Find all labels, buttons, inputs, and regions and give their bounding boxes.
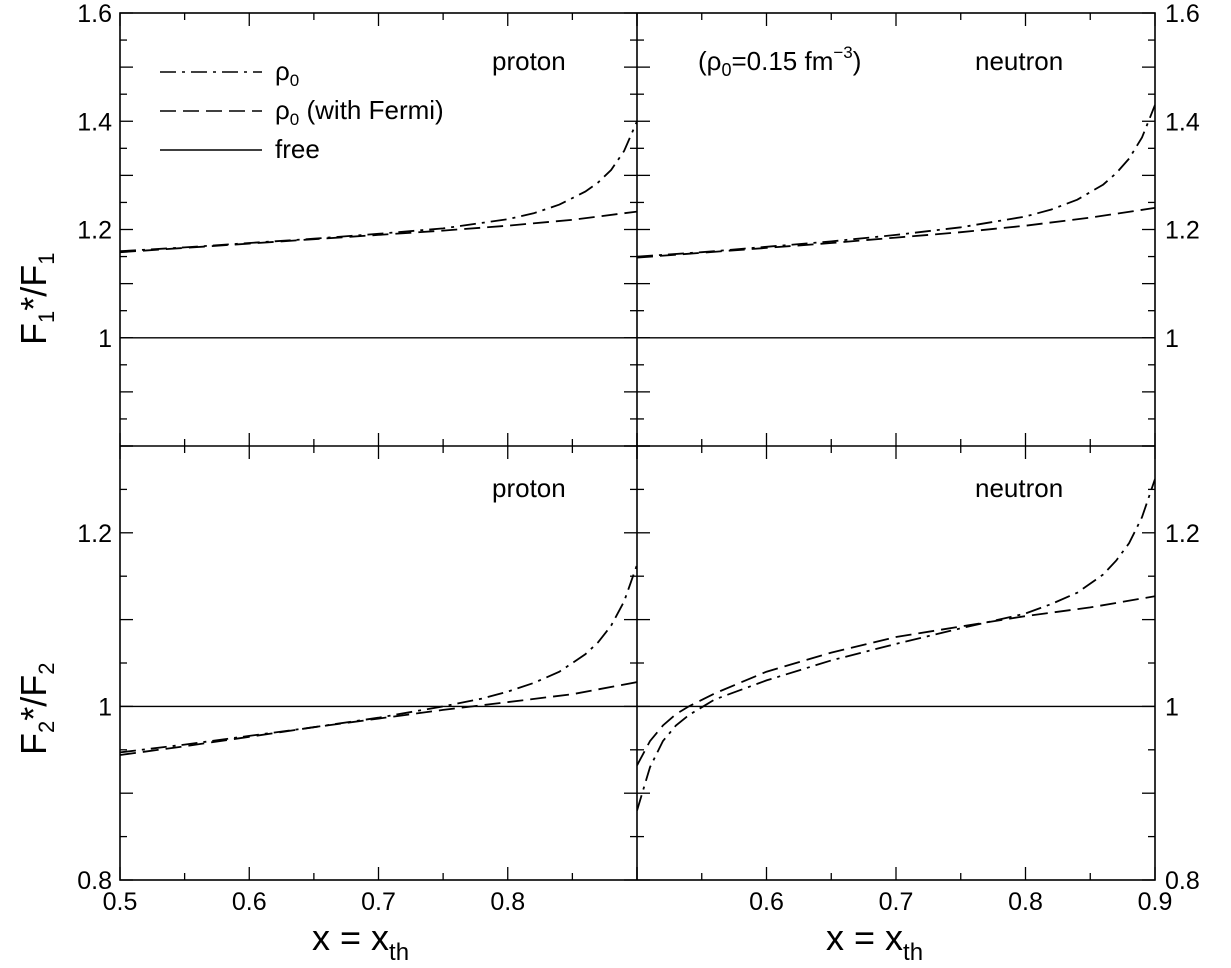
y-tick-label: 1.2: [77, 217, 112, 245]
y-axis-title-bottom: F2*/F2: [13, 662, 59, 755]
curves: [120, 104, 1155, 811]
series-line-dashdot: [637, 104, 1155, 258]
legend-entry-free: free: [275, 134, 320, 164]
panel-label-top-left: proton: [492, 46, 566, 76]
y-tick-label: 1: [98, 693, 112, 721]
x-tick-label: 0.9: [1138, 888, 1173, 916]
legend-entry-rho0-fermi: ρ0 (with Fermi): [275, 95, 444, 129]
x-tick-label: 0.7: [361, 888, 396, 916]
y-tick-label: 1.2: [77, 520, 112, 548]
x-tick-label: 0.8: [1008, 888, 1043, 916]
x-tick-label: 0.8: [490, 888, 525, 916]
x-axis-title-right: x = xth: [826, 917, 923, 966]
x-tick-label: 0.6: [232, 888, 267, 916]
y-tick-label: 1.6: [77, 0, 112, 28]
series-line-dashed: [120, 681, 637, 756]
y-tick-label: 1: [1165, 693, 1179, 721]
y-axis-title-top: F1*/F1: [13, 252, 59, 345]
x-tick-label: 0.7: [879, 888, 914, 916]
panel-label-bottom-right: neutron: [975, 473, 1063, 503]
series-line-dashed: [120, 210, 637, 254]
y-tick-label: 1: [98, 325, 112, 353]
series-line-dashdot: [120, 120, 637, 253]
panel-label-bottom-left: proton: [492, 473, 566, 503]
y-tick-label: 1: [1165, 325, 1179, 353]
series-line-dashdot: [637, 478, 1155, 811]
x-tick-label: 0.5: [103, 888, 138, 916]
y-tick-label: 0.8: [77, 867, 112, 895]
legend: ρ0 ρ0 (with Fermi) free: [160, 56, 444, 164]
density-annotation: (ρ0=0.15 fm−3): [698, 43, 861, 80]
legend-entry-rho0: ρ0: [275, 56, 299, 90]
series-line-dashed: [637, 207, 1155, 259]
y-tick-label: 1.2: [1165, 520, 1200, 548]
y-tick-label: 1.4: [1165, 108, 1200, 136]
y-tick-label: 0.8: [1165, 867, 1200, 895]
panel-label-top-right: neutron: [975, 46, 1063, 76]
tick-labels: 11.21.41.611.21.41.60.811.20.5 0.6 0.7 0.80…: [77, 0, 1200, 916]
x-axis-title-left: x = xth: [312, 917, 409, 966]
y-tick-label: 1.6: [1165, 0, 1200, 28]
x-tick-label: 0.6: [749, 888, 784, 916]
axis-ticks: [119, 12, 1156, 881]
y-tick-label: 1.2: [1165, 217, 1200, 245]
series-line-dashdot: [120, 564, 637, 754]
series-line-dashed: [637, 595, 1155, 766]
y-tick-label: 1.4: [77, 108, 112, 136]
